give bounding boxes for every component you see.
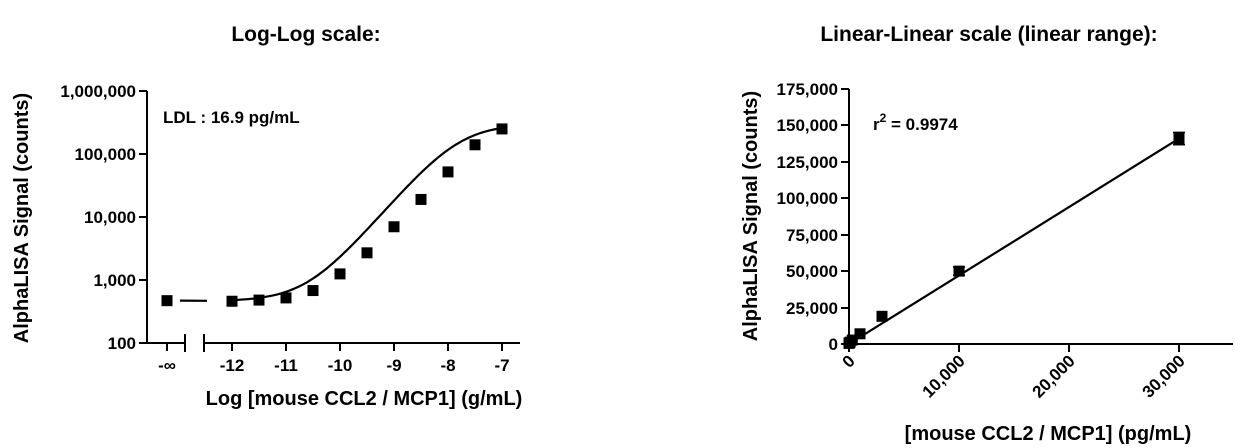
data-point — [361, 247, 373, 259]
chart-left-x-tick-label: -∞ — [158, 356, 176, 375]
data-point — [280, 292, 292, 304]
chart-left-y-tick-label: 10,000 — [84, 208, 136, 227]
data-point — [388, 221, 400, 233]
chart-right: Linear-Linear scale (linear range): Alph… — [740, 23, 1233, 445]
chart-left-y-tick-label: 1,000 — [93, 271, 136, 290]
chart-right-y-tick-label: 0 — [829, 335, 838, 354]
chart-right-x-tick-label: 30,000 — [1139, 351, 1189, 401]
data-point — [226, 295, 238, 307]
data-point — [846, 334, 858, 346]
data-point — [307, 285, 319, 297]
data-point — [876, 310, 888, 322]
r2-prefix: r — [873, 115, 880, 134]
chart-left-x-tick-label: -8 — [440, 356, 455, 375]
chart-right-x-tick-label: 20,000 — [1029, 351, 1079, 401]
chart-right-y-tick-label: 100,000 — [777, 189, 838, 208]
chart-right-y-tick-label: 75,000 — [786, 226, 838, 245]
r2-suffix: = 0.9974 — [886, 115, 958, 134]
data-point — [953, 265, 965, 277]
chart-right-y-tick-label: 50,000 — [786, 262, 838, 281]
chart-right-y-tick-label: 25,000 — [786, 299, 838, 318]
data-point — [334, 268, 346, 280]
chart-left-y-tick-label: 1,000,000 — [60, 82, 136, 101]
data-point — [496, 123, 508, 135]
chart-right-marks — [843, 131, 1185, 349]
chart-right-x-tick-label: 10,000 — [919, 351, 969, 401]
data-point — [415, 193, 427, 205]
data-point — [854, 328, 866, 340]
chart-right-y-tick-label: 125,000 — [777, 153, 838, 172]
chart-right-y-tick-label: 150,000 — [777, 116, 838, 135]
chart-left: Log-Log scale: AlphaLISA Signal (counts)… — [11, 23, 522, 410]
chart-right-x-axis-label: [mouse CCL2 / MCP1] (pg/mL) — [905, 423, 1192, 445]
fit-curve — [231, 126, 503, 302]
r2-superscript: 2 — [880, 111, 887, 125]
chart-left-x-axis-label: Log [mouse CCL2 / MCP1] (g/mL) — [206, 388, 523, 410]
chart-left-y-tick-label: 100 — [108, 334, 136, 353]
chart-left-x-tick-label: -12 — [220, 356, 245, 375]
chart-right-y-tick-label: 175,000 — [777, 80, 838, 99]
chart-left-x-tick-label: -10 — [328, 356, 353, 375]
chart-right-annotation-r2: r2 = 0.9974 — [873, 111, 958, 134]
chart-left-x-tick-label: -11 — [274, 356, 298, 375]
chart-left-x-tick-label: -9 — [386, 356, 401, 375]
fit-line — [848, 137, 1180, 345]
chart-right-y-axis-label: AlphaLISA Signal (counts) — [740, 91, 762, 341]
data-point-background — [161, 295, 173, 307]
chart-right-x-ticks: 0 10,000 20,000 30,000 — [839, 344, 1189, 402]
chart-right-title: Linear-Linear scale (linear range): — [820, 23, 1157, 46]
data-point — [442, 166, 454, 178]
chart-left-y-axis-label: AlphaLISA Signal (counts) — [11, 93, 33, 343]
chart-left-x-ticks: -∞ -12 -11 -10 -9 -8 -7 — [158, 343, 510, 375]
data-point — [253, 294, 265, 306]
chart-left-y-tick-label: 100,000 — [75, 145, 136, 164]
chart-left-x-tick-label: -7 — [494, 356, 509, 375]
chart-left-title: Log-Log scale: — [231, 23, 380, 46]
chart-left-marks — [161, 123, 508, 307]
chart-left-y-ticks: 1,000,000 100,000 10,000 1,000 100 — [60, 82, 147, 353]
data-point — [469, 139, 481, 151]
chart-left-annotation-ldl: LDL : 16.9 pg/mL — [163, 108, 300, 127]
data-point — [1173, 133, 1185, 145]
chart-right-y-ticks: 175,000 150,000 125,000 100,000 75,000 5… — [777, 80, 849, 354]
chart-right-x-tick-label: 0 — [839, 351, 859, 371]
